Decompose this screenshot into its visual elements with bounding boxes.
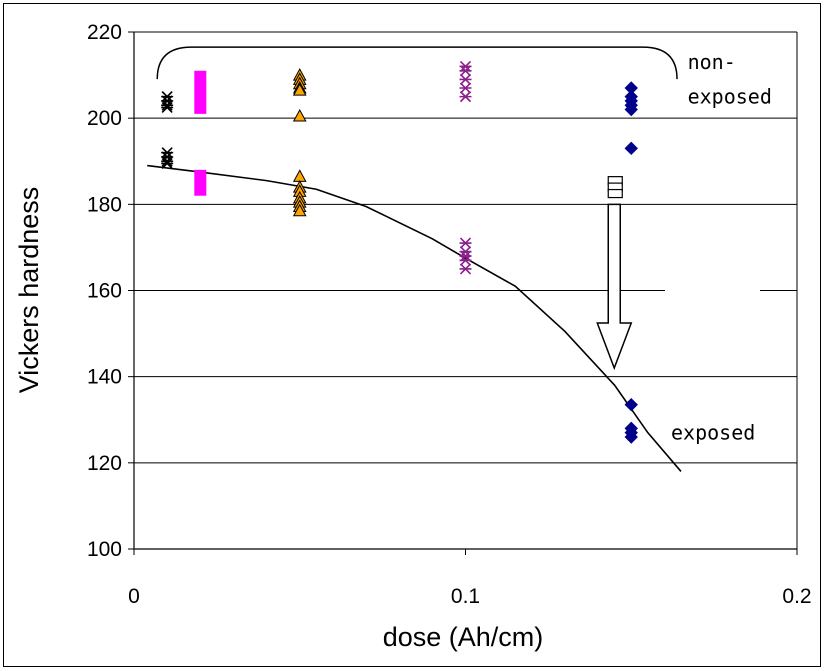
annotation-0: non- — [688, 50, 736, 74]
gridlines — [134, 31, 797, 464]
data-point — [459, 82, 472, 94]
data-point — [161, 101, 174, 113]
data-point — [624, 430, 638, 444]
data-point — [161, 157, 174, 169]
y-tick-label: 220 — [87, 21, 122, 44]
data-point — [292, 83, 307, 96]
x-tick-label: 0 — [128, 585, 140, 608]
y-tick-label: 140 — [87, 366, 122, 389]
trend-line — [147, 164, 682, 472]
tick-labels: 100 120 140 160 180 200 220 0 0.1 0.2 — [87, 21, 812, 608]
series-diamond — [624, 81, 638, 444]
series-square-open — [607, 176, 623, 199]
data-point — [459, 91, 472, 103]
data-point — [459, 65, 472, 77]
series-x-star — [161, 91, 174, 169]
data-point — [161, 99, 174, 111]
trend-curve — [147, 164, 682, 472]
data-point — [459, 73, 472, 85]
x-tick-label: 0.2 — [782, 585, 811, 608]
data-bar — [194, 70, 207, 114]
data-bar — [194, 169, 207, 196]
non-exposed-bracket — [156, 46, 678, 80]
data-point — [624, 141, 638, 156]
arrow-shape — [596, 203, 633, 371]
data-point — [459, 254, 472, 266]
y-tick-label: 160 — [87, 280, 122, 303]
y-tick-label: 180 — [87, 193, 122, 216]
exposure-arrow — [596, 203, 633, 371]
data-point — [607, 188, 623, 199]
series-triangle — [292, 68, 307, 217]
y-tick-label: 100 — [87, 538, 122, 561]
y-axis-title: Vickers hardness — [14, 187, 44, 394]
annotation-1: exposed — [688, 85, 772, 109]
x-tick-label: 0.1 — [451, 585, 480, 608]
data-point — [624, 397, 638, 412]
data-point — [292, 169, 307, 182]
bracket-path — [156, 46, 678, 80]
series-bar — [194, 70, 207, 196]
annotations: non-exposed exposed — [671, 50, 772, 445]
y-tick-label: 120 — [87, 452, 122, 475]
data-point — [624, 102, 638, 117]
data-point — [459, 263, 472, 275]
chart-frame — [3, 3, 821, 667]
x-axis-title: dose (Ah/cm) — [383, 622, 544, 652]
data-point — [292, 108, 307, 122]
data-point — [161, 155, 174, 167]
data-marks — [161, 60, 638, 444]
annotation-2: exposed — [671, 421, 755, 445]
data-point — [459, 237, 472, 249]
y-tick-label: 200 — [87, 107, 122, 130]
data-point — [292, 203, 307, 217]
series-x-star — [459, 60, 472, 275]
